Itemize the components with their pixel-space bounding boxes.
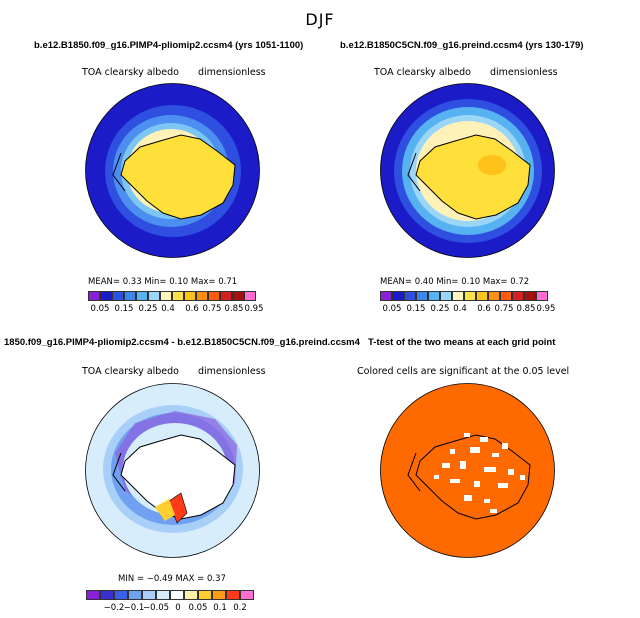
- panel-2-colorbar-ticks: 0.05 0.15 0.25 0.4 0.6 0.75 0.85 0.95: [380, 304, 556, 316]
- panel-1-title: b.e12.B1850.f09_g16.PIMP4-pliomip2.ccsm4…: [34, 40, 304, 51]
- panel-4-significance-note: Colored cells are significant at the 0.0…: [357, 366, 570, 377]
- panel-3-title: 1850.f09_g16.PIMP4-pliomip2.ccsm4 - b.e1…: [4, 337, 360, 348]
- colorbar-tick: 0.6: [477, 304, 491, 314]
- colorbar-tick: −0.2: [103, 603, 125, 613]
- panel-3-polar-map: [85, 383, 260, 558]
- panel-2-variable-label: TOA clearsky albedo: [374, 67, 471, 78]
- colorbar-tick: 0.25: [138, 304, 158, 314]
- colorbar-tick: 0.75: [494, 304, 514, 314]
- figure-title: DJF: [305, 10, 335, 29]
- colorbar-tick: 0.4: [453, 304, 467, 314]
- colorbar-tick: 0.85: [516, 304, 536, 314]
- colorbar-tick: −0.1: [123, 603, 145, 613]
- panel-3-colorbar: [86, 590, 254, 600]
- panel-1-colorbar-ticks: 0.05 0.15 0.25 0.4 0.6 0.75 0.85 0.95: [88, 304, 264, 316]
- panel-1-units-label: dimensionless: [198, 67, 266, 78]
- panel-3-colorbar-ticks: −0.2 −0.1 −0.05 0 0.05 0.1 0.2: [86, 603, 254, 615]
- panel-2-units-label: dimensionless: [490, 67, 558, 78]
- panel-2-polar-map: [380, 83, 555, 258]
- colorbar-tick: 0.05: [90, 304, 110, 314]
- colorbar-tick: 0.6: [185, 304, 199, 314]
- colorbar-tick: 0.75: [202, 304, 222, 314]
- colorbar-tick: 0.15: [114, 304, 134, 314]
- colorbar-tick: 0.1: [213, 603, 227, 613]
- colorbar-tick: 0.05: [382, 304, 402, 314]
- panel-1-colorbar: [88, 291, 256, 301]
- colorbar-tick: 0.95: [536, 304, 556, 314]
- panel-3-stats: MIN = −0.49 MAX = 0.37: [118, 574, 226, 584]
- panel-1-stats: MEAN= 0.33 Min= 0.10 Max= 0.71: [88, 277, 238, 287]
- panel-2-colorbar: [380, 291, 548, 301]
- colorbar-tick: 0.85: [224, 304, 244, 314]
- panel-4-polar-map: [380, 383, 555, 558]
- colorbar-tick: 0.2: [233, 603, 247, 613]
- colorbar-tick: 0.05: [188, 603, 208, 613]
- colorbar-tick: −0.05: [142, 603, 170, 613]
- panel-2-stats: MEAN= 0.40 Min= 0.10 Max= 0.72: [380, 277, 530, 287]
- colorbar-tick: 0.25: [430, 304, 450, 314]
- panel-3-variable-label: TOA clearsky albedo: [82, 366, 179, 377]
- panel-4-title: T-test of the two means at each grid poi…: [368, 337, 556, 348]
- colorbar-tick: 0: [175, 603, 181, 613]
- panel-1-polar-map: [85, 83, 260, 258]
- panel-2-title: b.e12.B1850C5CN.f09_g16.preind.ccsm4 (yr…: [340, 40, 584, 51]
- colorbar-tick: 0.4: [161, 304, 175, 314]
- panel-1-variable-label: TOA clearsky albedo: [82, 67, 179, 78]
- panel-3-units-label: dimensionless: [198, 366, 266, 377]
- colorbar-tick: 0.15: [406, 304, 426, 314]
- colorbar-tick: 0.95: [244, 304, 264, 314]
